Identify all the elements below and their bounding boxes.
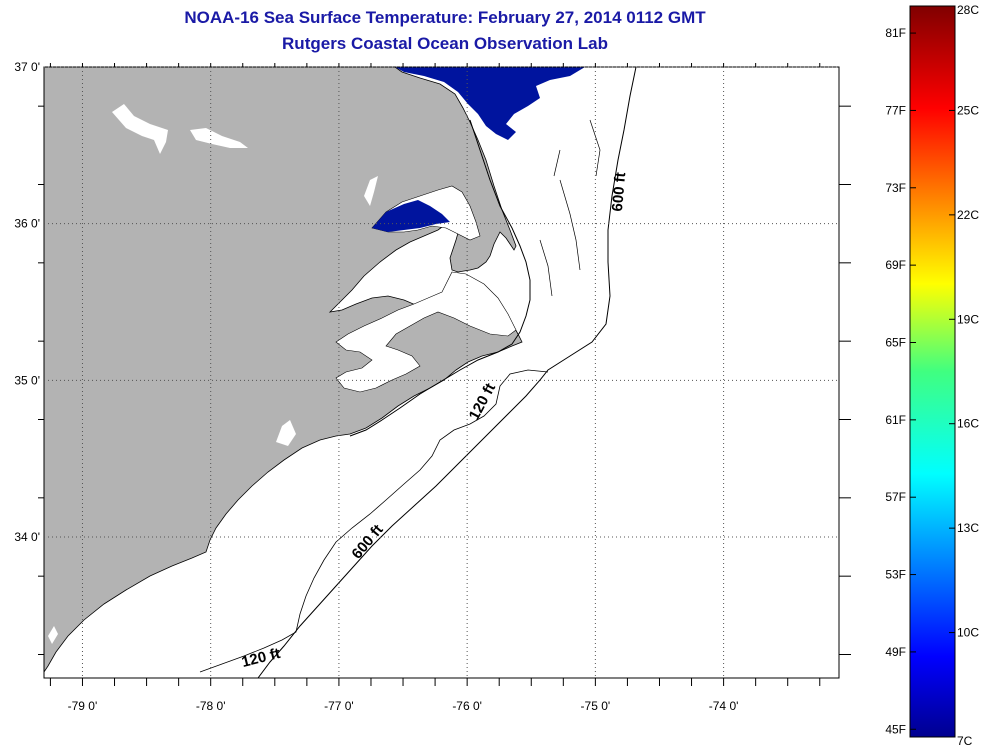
- inland-lake: [276, 420, 296, 446]
- colorbar-fahrenheit-label: 69F: [885, 258, 906, 272]
- colorbar-fahrenheit-label: 45F: [885, 722, 906, 736]
- pamlico-sound: [335, 271, 517, 393]
- lon-label: -76 0': [452, 699, 482, 713]
- colorbar-fahrenheit-label: 57F: [885, 490, 906, 504]
- colorbar-fahrenheit-label: 77F: [885, 103, 906, 117]
- lon-label: -78 0': [196, 699, 226, 713]
- lon-label: -79 0': [68, 699, 98, 713]
- cold-water-patch-north: [395, 67, 585, 140]
- lat-label: 36 0': [14, 217, 40, 231]
- colorbar-fahrenheit-label: 65F: [885, 335, 906, 349]
- inland-lake: [190, 128, 248, 148]
- colorbar-celsius-label: 13C: [957, 521, 979, 535]
- cold-water-patch-sound: [372, 200, 450, 232]
- colorbar-celsius-label: 22C: [957, 208, 979, 222]
- contour-label: 600 ft: [609, 172, 629, 213]
- colorbar-fahrenheit-label: 53F: [885, 568, 906, 582]
- lon-label: -77 0': [324, 699, 354, 713]
- colorbar-labels: 28C 25C 22C 19C 16C 13C 10C 7C 81F 77F 73F 69F 65F 61…: [885, 3, 979, 748]
- colorbar-ticks: [910, 5, 955, 738]
- colorbar-fahrenheit-label: 61F: [885, 413, 906, 427]
- map-subtitle: Rutgers Coastal Ocean Observation Lab: [282, 34, 608, 53]
- latitude-labels: 37 0' 36 0' 35 0' 34 0': [14, 60, 40, 544]
- longitude-labels: -79 0' -78 0' -77 0' -76 0' -75 0' -74 0': [68, 699, 739, 713]
- colorbar-celsius-label: 28C: [957, 3, 979, 17]
- colorbar-celsius-label: 25C: [957, 103, 979, 117]
- colorbar-fahrenheit-label: 73F: [885, 181, 906, 195]
- inland-lake: [364, 176, 378, 206]
- lat-label: 35 0': [14, 373, 40, 387]
- map-title: NOAA-16 Sea Surface Temperature: Februar…: [184, 8, 706, 27]
- contour-120ft: [199, 369, 549, 673]
- lat-label: 37 0': [14, 60, 40, 74]
- shelf-features: [539, 119, 601, 297]
- contour-600ft: [257, 67, 637, 678]
- map-frame: [43, 66, 840, 679]
- inland-lake: [112, 104, 168, 154]
- graticule: [44, 66, 839, 678]
- colorbar-celsius-label: 16C: [957, 417, 979, 431]
- colorbar-celsius-label: 19C: [957, 312, 979, 326]
- colorbar: [909, 5, 956, 738]
- colorbar-fahrenheit-label: 81F: [885, 26, 906, 40]
- colorbar-celsius-label: 7C: [957, 734, 973, 748]
- colorbar-fahrenheit-label: 49F: [885, 645, 906, 659]
- inland-lake: [48, 626, 58, 644]
- axis-ticks: [38, 63, 851, 686]
- outer-banks: [349, 119, 531, 437]
- lon-label: -75 0': [581, 699, 611, 713]
- lat-label: 34 0': [14, 530, 40, 544]
- lon-label: -74 0': [709, 699, 739, 713]
- colorbar-celsius-label: 10C: [957, 626, 979, 640]
